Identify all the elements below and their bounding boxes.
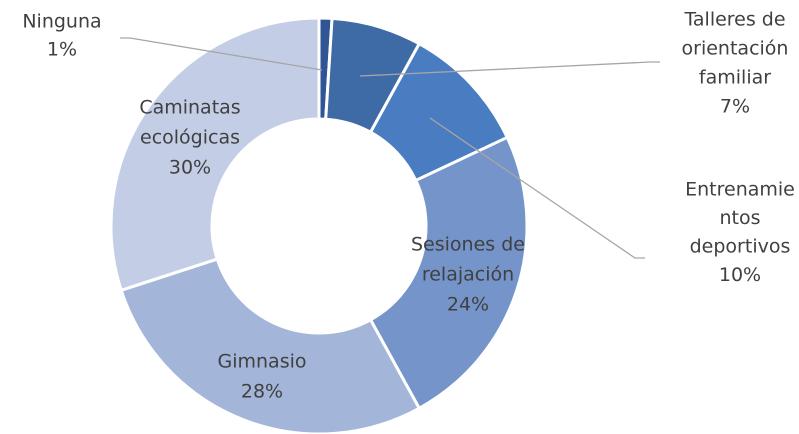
slice-label: deportivos — [690, 236, 791, 258]
leader-line — [429, 117, 645, 259]
value-label: 24% — [447, 294, 489, 316]
value-label: 30% — [169, 157, 211, 179]
leader-line — [120, 37, 323, 71]
slice-label: ecológicas — [140, 127, 240, 149]
leader-lines — [120, 37, 660, 259]
slice — [109, 16, 321, 293]
value-label: 28% — [241, 381, 283, 403]
value-label: 1% — [47, 39, 77, 61]
slice-label: Gimnasio — [218, 351, 307, 373]
slice-label: Sesiones de — [411, 234, 525, 256]
slice-label: relajación — [422, 264, 514, 286]
leader-line — [359, 61, 660, 77]
value-label: 7% — [720, 96, 750, 118]
slice-label: orientación — [682, 38, 789, 60]
slice-label: ntos — [719, 207, 760, 229]
slice — [368, 135, 529, 411]
donut — [109, 16, 529, 434]
slice-label: Caminatas — [139, 97, 240, 119]
slice-label: familiar — [699, 67, 771, 89]
slice-label: Entrenamie — [685, 179, 795, 201]
slice — [119, 257, 422, 434]
slice-label: Talleres de — [683, 9, 785, 31]
slice-label: Ninguna — [22, 11, 101, 33]
value-label: 10% — [719, 264, 761, 286]
